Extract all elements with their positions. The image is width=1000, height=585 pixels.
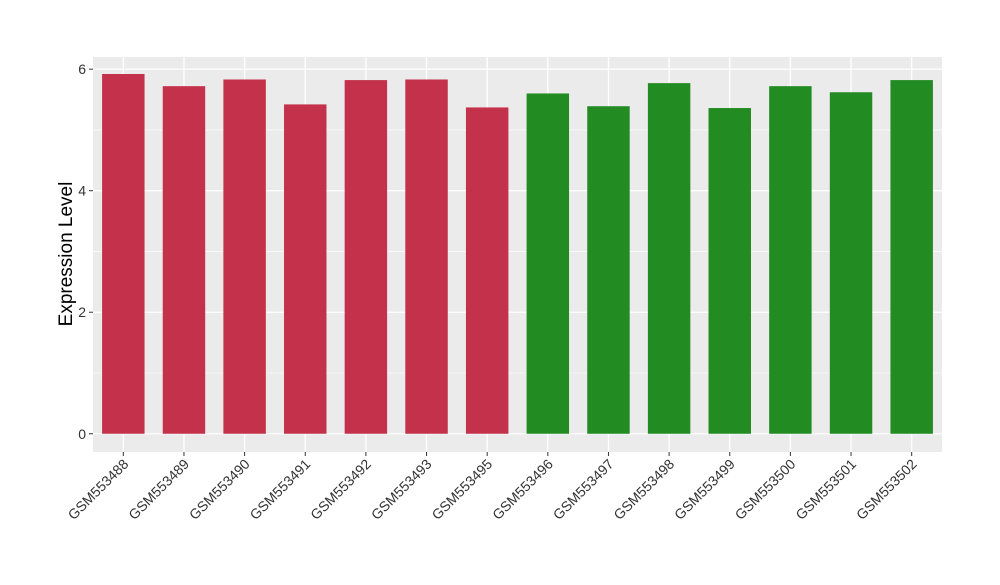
plot-panel [93, 57, 942, 452]
y-tick-label: 6 [78, 61, 86, 77]
bar-GSM553493 [405, 79, 448, 434]
bars [102, 74, 933, 434]
x-tick-label: GSM553502 [853, 456, 920, 523]
bar-GSM553501 [829, 92, 873, 434]
x-tick-label: GSM553488 [65, 456, 132, 523]
x-tick-label: GSM553501 [792, 456, 859, 523]
bar-GSM553490 [223, 79, 266, 434]
bar-GSM553499 [708, 108, 751, 434]
bar-GSM553500 [769, 86, 812, 434]
bar-GSM553492 [344, 80, 388, 434]
x-tick-label: GSM553493 [368, 456, 435, 523]
x-tick-label: GSM553492 [307, 456, 374, 523]
bar-GSM553488 [102, 74, 145, 434]
x-tick-label: GSM553496 [489, 456, 556, 523]
x-tick-label: GSM553498 [610, 456, 677, 523]
x-tick-label: GSM553489 [125, 456, 192, 523]
y-tick-label: 2 [78, 304, 86, 320]
bar-GSM553502 [890, 80, 933, 434]
bar-GSM553498 [647, 83, 691, 434]
bar-GSM553495 [465, 107, 509, 434]
bar-GSM553497 [587, 106, 630, 434]
x-tick-label: GSM553500 [732, 456, 799, 523]
bar-GSM553496 [526, 93, 570, 434]
bar-GSM553491 [284, 104, 327, 434]
y-axis-label: Expression Level [56, 182, 77, 327]
y-axis: 0 2 4 6 [78, 61, 93, 442]
x-tick-label: GSM553490 [186, 456, 253, 523]
bar-GSM553489 [162, 86, 206, 434]
x-tick-label: GSM553495 [428, 456, 495, 523]
x-axis: GSM553488GSM553489GSM553490GSM553491GSM5… [65, 452, 920, 523]
y-tick-label: 4 [78, 183, 86, 199]
x-tick-label: GSM553499 [671, 456, 738, 523]
x-tick-label: GSM553491 [246, 456, 313, 523]
y-tick-label: 0 [78, 426, 86, 442]
x-tick-label: GSM553497 [550, 456, 617, 523]
